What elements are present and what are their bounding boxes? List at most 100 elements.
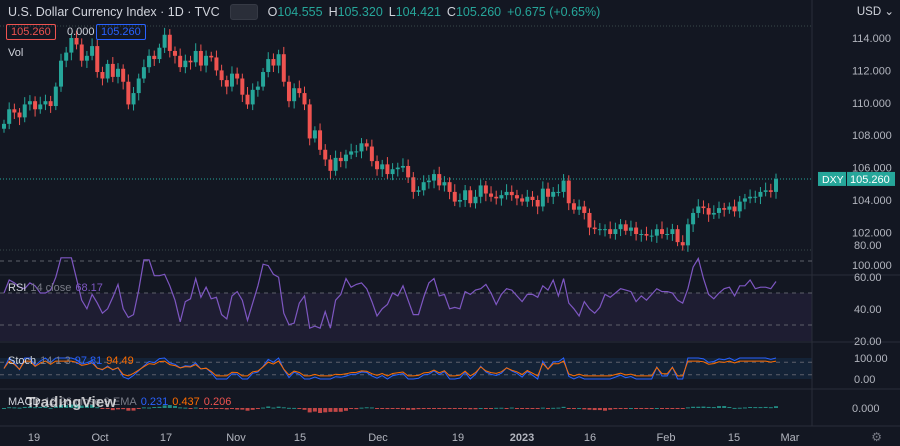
stoch-legend[interactable]: Stoch 14 1 3 97.81 94.49 xyxy=(8,355,134,367)
open-value: 104.555 xyxy=(277,5,323,19)
buy-price-box[interactable]: 105.260 xyxy=(96,24,146,40)
macd-histogram-bar xyxy=(395,408,400,409)
macd-histogram-bar xyxy=(442,408,447,409)
candle-body xyxy=(587,212,592,228)
candle-body xyxy=(375,161,380,170)
candle-body xyxy=(711,212,716,215)
macd-histogram-bar xyxy=(618,408,623,409)
stoch-d-line xyxy=(3,360,777,377)
rsi-tick: 60.00 xyxy=(854,272,882,284)
candle-body xyxy=(364,143,369,147)
candle-body xyxy=(318,130,323,150)
candle-body xyxy=(27,101,32,105)
candle-body xyxy=(442,182,447,186)
symbol-title[interactable]: U.S. Dollar Currency Index · 1D · TVC xyxy=(8,5,220,19)
price-tick: 110.000 xyxy=(852,98,891,110)
macd-legend[interactable]: MACD 12 26 close 9 EMA 0.231 0.437 0.206 xyxy=(8,396,231,408)
candle-body xyxy=(64,52,69,61)
candle-body xyxy=(84,55,89,61)
candle-body xyxy=(504,191,509,196)
macd-histogram-bar xyxy=(224,408,229,410)
macd-histogram-bar xyxy=(354,408,359,410)
candle-body xyxy=(768,190,773,192)
macd-histogram-bar xyxy=(90,404,95,408)
macd-histogram-bar xyxy=(426,408,431,409)
last-symbol-box xyxy=(818,171,846,186)
macd-histogram-bar xyxy=(69,404,74,408)
gear-icon[interactable]: ⚙ xyxy=(871,430,882,444)
macd-histogram-bar xyxy=(58,404,63,408)
rsi-legend[interactable]: RSI 14 close 68.17 xyxy=(8,282,103,294)
macd-histogram-bar xyxy=(255,408,260,409)
candle-body xyxy=(369,146,374,162)
macd-histogram-bar xyxy=(147,407,152,409)
candle-body xyxy=(198,50,203,66)
macd-histogram-bar xyxy=(525,408,530,409)
macd-histogram-bar xyxy=(468,408,473,410)
macd-histogram-bar xyxy=(753,407,758,409)
macd-histogram-bar xyxy=(328,408,333,412)
macd-histogram-bar xyxy=(587,408,592,410)
candle-body xyxy=(115,68,120,77)
candle-body xyxy=(457,200,462,202)
time-tick: 15 xyxy=(294,432,306,444)
macd-histogram-bar xyxy=(582,408,587,410)
candle-body xyxy=(628,227,633,231)
macd-histogram-bar xyxy=(416,408,421,410)
visibility-toggle[interactable] xyxy=(229,4,258,20)
candle-body xyxy=(126,81,131,105)
chevron-down-icon: ⌄ xyxy=(884,6,894,18)
macd-histogram-bar xyxy=(717,406,722,408)
macd-histogram-bar xyxy=(188,408,193,409)
macd-histogram-bar xyxy=(660,408,665,409)
candle-body xyxy=(281,54,286,82)
candle-body xyxy=(380,164,385,170)
macd-histogram-bar xyxy=(768,407,773,409)
candle-body xyxy=(701,206,706,209)
macd-histogram-bar xyxy=(380,408,385,409)
candle-body xyxy=(623,224,628,231)
macd-histogram-bar xyxy=(639,408,644,409)
candle-body xyxy=(105,63,110,79)
volume-label: Vol xyxy=(8,47,24,59)
volume-legend[interactable]: Vol xyxy=(8,47,27,59)
macd-histogram-bar xyxy=(281,407,286,409)
candle-body xyxy=(292,88,297,102)
macd-histogram-bar xyxy=(53,406,58,408)
candle-body xyxy=(400,165,405,168)
candle-body xyxy=(406,165,411,178)
macd-histogram-bar xyxy=(193,407,198,409)
macd-histogram-bar xyxy=(292,407,297,409)
sell-price-box[interactable]: 105.260 xyxy=(6,24,56,40)
candle-body xyxy=(566,180,571,204)
macd-histogram-bar xyxy=(520,408,525,409)
candle-body xyxy=(209,55,214,58)
candle-body xyxy=(162,34,167,48)
macd-histogram-bar xyxy=(245,408,250,411)
candle-body xyxy=(12,109,17,113)
macd-histogram-bar xyxy=(323,408,328,413)
candle-body xyxy=(680,242,685,246)
macd-histogram-bar xyxy=(12,407,17,409)
candle-body xyxy=(639,234,644,236)
macd-histogram-bar xyxy=(706,406,711,408)
macd-histogram-bar xyxy=(691,406,696,408)
macd-histogram-bar xyxy=(390,408,395,409)
macd-histogram-bar xyxy=(649,408,654,409)
candle-body xyxy=(556,191,561,193)
macd-histogram-bar xyxy=(514,408,519,409)
macd-histogram-bar xyxy=(535,408,540,409)
candle-body xyxy=(447,182,452,192)
macd-histogram-bar xyxy=(95,407,100,409)
currency-selector[interactable]: USD ⌄ xyxy=(857,4,894,18)
candle-body xyxy=(245,94,250,105)
macd-histogram-bar xyxy=(131,408,136,411)
candle-body xyxy=(530,196,535,200)
candle-body xyxy=(742,198,747,202)
macd-histogram-bar xyxy=(183,407,188,409)
rsi-tick: 40.00 xyxy=(854,304,882,316)
candle-body xyxy=(255,86,260,90)
macd-histogram-bar xyxy=(240,408,245,410)
macd-histogram-bar xyxy=(271,407,276,409)
